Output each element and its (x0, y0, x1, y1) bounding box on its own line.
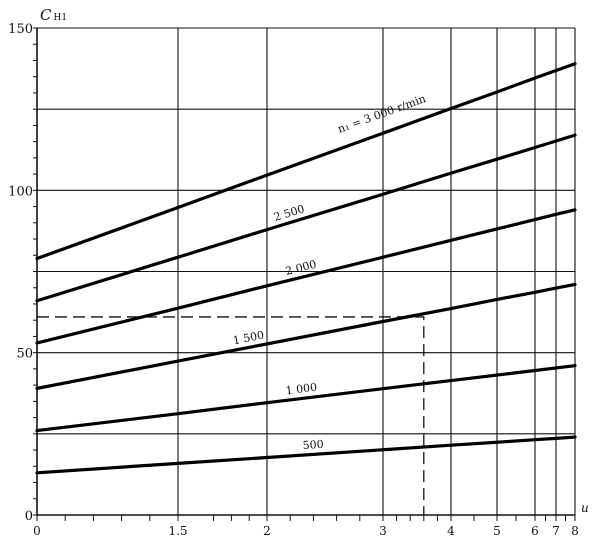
series-label: 1 000 (285, 381, 318, 398)
x-tick-label: 3 (379, 524, 387, 538)
series-line (35, 435, 577, 475)
x-tick-label: 4 (447, 524, 455, 538)
series-line (35, 62, 577, 261)
x-tick-label: 5 (493, 524, 501, 538)
y-tick-label: 100 (8, 184, 33, 199)
series-label: 500 (302, 438, 324, 452)
x-axis-label: u (581, 501, 589, 515)
series-line (35, 364, 577, 433)
series-label: 1 500 (232, 329, 265, 348)
x-tick-label: 7 (552, 524, 560, 538)
series-line (35, 282, 577, 390)
series-line (35, 133, 577, 303)
y-tick-label: 50 (16, 347, 33, 362)
y-tick-label: 0 (25, 509, 33, 524)
x-tick-label: 2 (263, 524, 271, 538)
series-line (35, 208, 577, 345)
series-label: n₁ = 3 000 r/min (336, 92, 428, 136)
dashed-reference-line (37, 316, 425, 515)
x-tick-label: 1.5 (168, 524, 187, 538)
x-tick-label: 0 (33, 524, 41, 538)
y-axis-label: C H1 (40, 6, 67, 24)
x-tick-label: 6 (531, 524, 539, 538)
y-tick-label: 150 (8, 22, 33, 37)
x-tick-label: 8 (571, 524, 579, 538)
